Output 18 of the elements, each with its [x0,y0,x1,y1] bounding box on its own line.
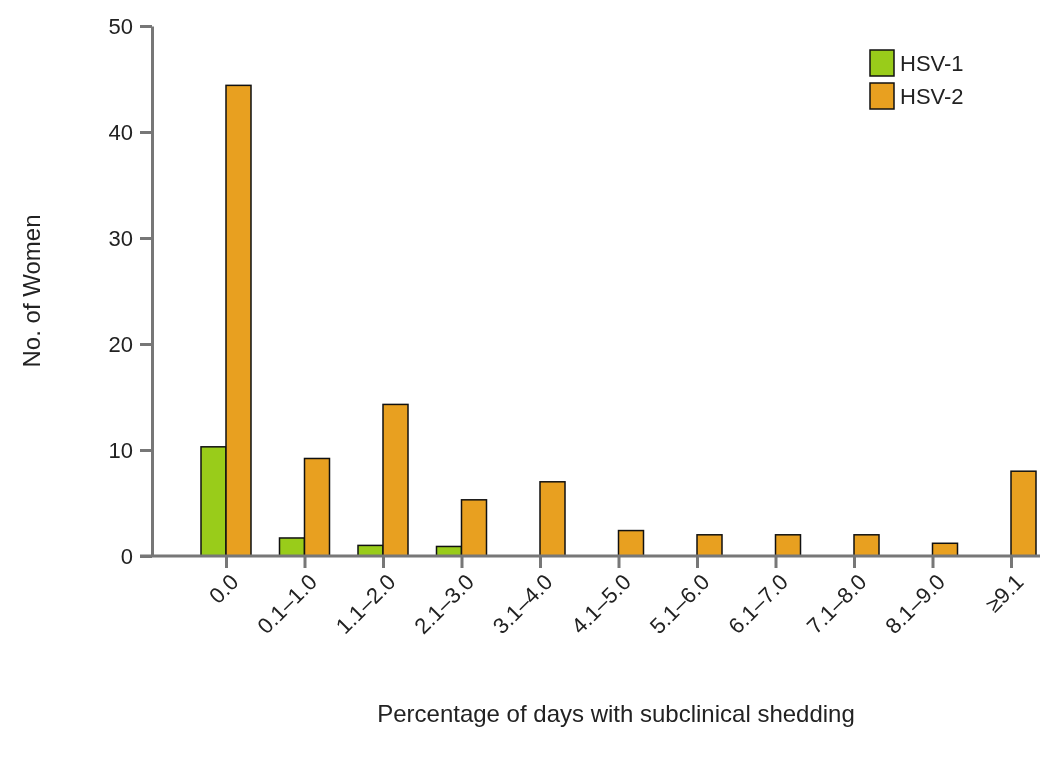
bar [696,534,723,557]
y-tick-label: 20 [108,331,133,357]
bar [853,534,880,557]
y-tick-label: 40 [108,119,133,145]
bar [539,481,566,557]
x-tick-label: ≥9.1 [980,569,1029,618]
y-tick-label: 0 [120,543,133,569]
x-axis-title: Percentage of days with subclinical shedding [377,700,855,727]
x-tick-label: 0.0 [204,569,244,609]
y-axis-title: No. of Women [18,214,45,368]
y-tick-label: 10 [108,437,133,463]
legend-label: HSV-1 [900,50,964,76]
y-tick-label: 50 [108,13,133,39]
bar [617,529,645,557]
y-tick-label: 30 [108,225,133,251]
legend-label: HSV-2 [900,83,964,109]
bar [1010,470,1037,557]
bar [774,534,802,557]
